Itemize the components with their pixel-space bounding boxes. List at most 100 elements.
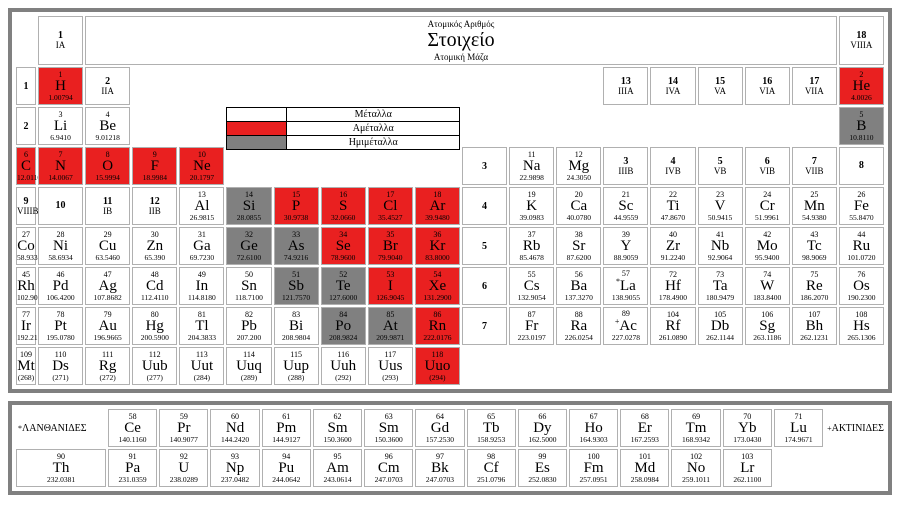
element-symbol: P: [275, 199, 318, 214]
atomic-mass: 35.4527: [369, 214, 412, 222]
atomic-mass: 257.0951: [570, 476, 617, 484]
element-symbol: Cu: [86, 239, 129, 254]
group-head-18: 18VIIIA: [839, 16, 884, 65]
element-symbol: Hs: [840, 319, 883, 334]
atomic-mass: 87.6200: [557, 254, 600, 262]
atomic-mass: 32.0660: [322, 214, 365, 222]
element-symbol: Ho: [570, 421, 617, 436]
element-symbol: Bi: [275, 319, 318, 334]
element-symbol: In: [180, 279, 223, 294]
element-symbol: Mt: [17, 359, 35, 374]
atomic-mass: 252.0830: [519, 476, 566, 484]
element-symbol: Cd: [133, 279, 176, 294]
element-Zr: 40Zr91.2240: [650, 227, 695, 265]
atomic-mass: 107.8682: [86, 294, 129, 302]
element-Mo: 42Mo95.9400: [745, 227, 790, 265]
atomic-mass: 54.9380: [793, 214, 836, 222]
element-C: 6C12.0110: [16, 147, 36, 185]
title-main: Στοιχείο: [86, 29, 836, 52]
atomic-mass: 26.9815: [180, 214, 223, 222]
element-symbol: Po: [322, 319, 365, 334]
atomic-mass: 190.2300: [840, 294, 883, 302]
atomic-mass: 69.7230: [180, 254, 223, 262]
group-head-1: 1IA: [38, 16, 83, 65]
atomic-mass: 18.9984: [133, 174, 176, 182]
atomic-mass: 204.3833: [180, 334, 223, 342]
element-symbol: Rf: [651, 319, 694, 334]
element-symbol: Uub: [133, 359, 176, 374]
atomic-mass: 12.0110: [17, 174, 35, 182]
element-Bi: 83Bi208.9804: [274, 307, 319, 345]
element-Sb: 51Sb121.7570: [274, 267, 319, 305]
element-symbol: Pd: [39, 279, 82, 294]
element-symbol: Lu: [775, 421, 822, 436]
atomic-mass: 118.7100: [227, 294, 270, 302]
atomic-mass: 112.4110: [133, 294, 176, 302]
element-Cr: 24Cr51.9961: [745, 187, 790, 225]
atomic-mass: 162.5000: [519, 436, 566, 444]
element-symbol: Uuo: [416, 359, 459, 374]
element-Br: 35Br79.9040: [368, 227, 413, 265]
element-symbol: B: [840, 119, 883, 134]
element-symbol: At: [369, 319, 412, 334]
atomic-mass: 157.2530: [416, 436, 463, 444]
atomic-mass: 144.9127: [263, 436, 310, 444]
element-Li: 3Li6.9410: [38, 107, 83, 145]
element-symbol: Md: [621, 461, 668, 476]
element-Ni: 28Ni58.6934: [38, 227, 83, 265]
atomic-mass: 131.2900: [416, 294, 459, 302]
element-symbol: Pr: [160, 421, 207, 436]
element-Y: 39Y88.9059: [603, 227, 648, 265]
element-Am: 95Am243.0614: [313, 449, 362, 487]
element-Pb: 82Pb207.200: [226, 307, 271, 345]
element-Ho: 67Ho164.9303: [569, 409, 618, 447]
element-Pm: 61Pm144.9127: [262, 409, 311, 447]
element-symbol: F: [133, 159, 176, 174]
element-symbol: Y: [604, 239, 647, 254]
element-Cl: 17Cl35.4527: [368, 187, 413, 225]
element-symbol: Sm: [314, 421, 361, 436]
element-symbol: Li: [39, 119, 82, 134]
atomic-mass: 92.9064: [699, 254, 742, 262]
legend-swatch: [227, 122, 287, 136]
element-Er: 68Er167.2593: [620, 409, 669, 447]
element-symbol: Br: [369, 239, 412, 254]
periodic-table-grid: 1IAΑτομικός ΑριθμόςΣτοιχείοΑτομική Μάζα1…: [16, 16, 884, 385]
period-label-6: 6: [462, 267, 507, 305]
element-symbol: Ra: [557, 319, 600, 334]
atomic-mass: 44.9559: [604, 214, 647, 222]
element-Co: 27Co58.9332: [16, 227, 36, 265]
atomic-mass: 51.9961: [746, 214, 789, 222]
atomic-mass: 247.0703: [416, 476, 463, 484]
element-symbol: Es: [519, 461, 566, 476]
element-symbol: Nd: [211, 421, 258, 436]
element-symbol: Hf: [651, 279, 694, 294]
element-symbol: Ni: [39, 239, 82, 254]
element-symbol: S: [322, 199, 365, 214]
element-Xe: 54Xe131.2900: [415, 267, 460, 305]
element-Na: 11Na22.9898: [509, 147, 554, 185]
element-Ce: 58Ce140.1160: [108, 409, 157, 447]
atomic-mass: 251.0796: [468, 476, 515, 484]
atomic-mass: 98.9069: [793, 254, 836, 262]
atomic-mass: 140.1160: [109, 436, 156, 444]
atomic-mass: (294): [416, 374, 459, 382]
legend-label: Ημιμέταλλα: [287, 136, 460, 150]
atomic-mass: 50.9415: [699, 214, 742, 222]
atomic-mass: 106.4200: [39, 294, 82, 302]
element-Po: 84Po208.9824: [321, 307, 366, 345]
element-As: 33As74.9216: [274, 227, 319, 265]
element-I: 53I126.9045: [368, 267, 413, 305]
element-Si: 14Si28.0855: [226, 187, 271, 225]
element-symbol: Cm: [365, 461, 412, 476]
element-symbol: Sc: [604, 199, 647, 214]
element-symbol: Sn: [227, 279, 270, 294]
element-symbol: Pa: [109, 461, 156, 476]
element-Es: 99Es252.0830: [518, 449, 567, 487]
element-Sm: 63Sm150.3600: [364, 409, 413, 447]
atomic-mass: 4.0026: [840, 94, 883, 102]
element-symbol: Tc: [793, 239, 836, 254]
element-B: 5B10.8110: [839, 107, 884, 145]
main-panel: 1IAΑτομικός ΑριθμόςΣτοιχείοΑτομική Μάζα1…: [8, 8, 892, 393]
element-symbol: Bk: [416, 461, 463, 476]
